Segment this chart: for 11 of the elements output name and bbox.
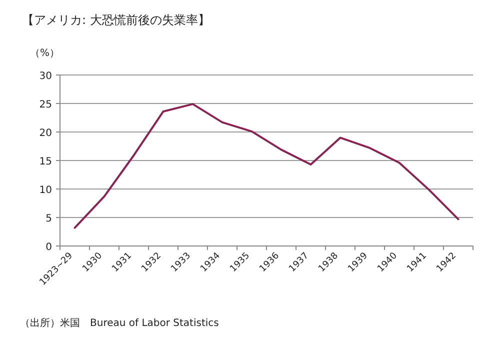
line-series [74,103,460,229]
y-tick-label: 10 [39,185,52,196]
y-tick-label: 30 [39,71,52,82]
y-axis-title: （%） [30,48,60,59]
y-tick-label: 5 [46,214,52,224]
text: （出所）米国 Bureau of Labor Statistics [20,317,219,329]
chart-title: 【アメリカ: 大恐慌前後の失業率】 [22,13,210,27]
y-tick-label: 25 [39,100,52,110]
y-tick-label: 0 [46,242,52,253]
y-tick-label: 20 [39,128,52,139]
y-tick-label: 15 [39,156,52,168]
